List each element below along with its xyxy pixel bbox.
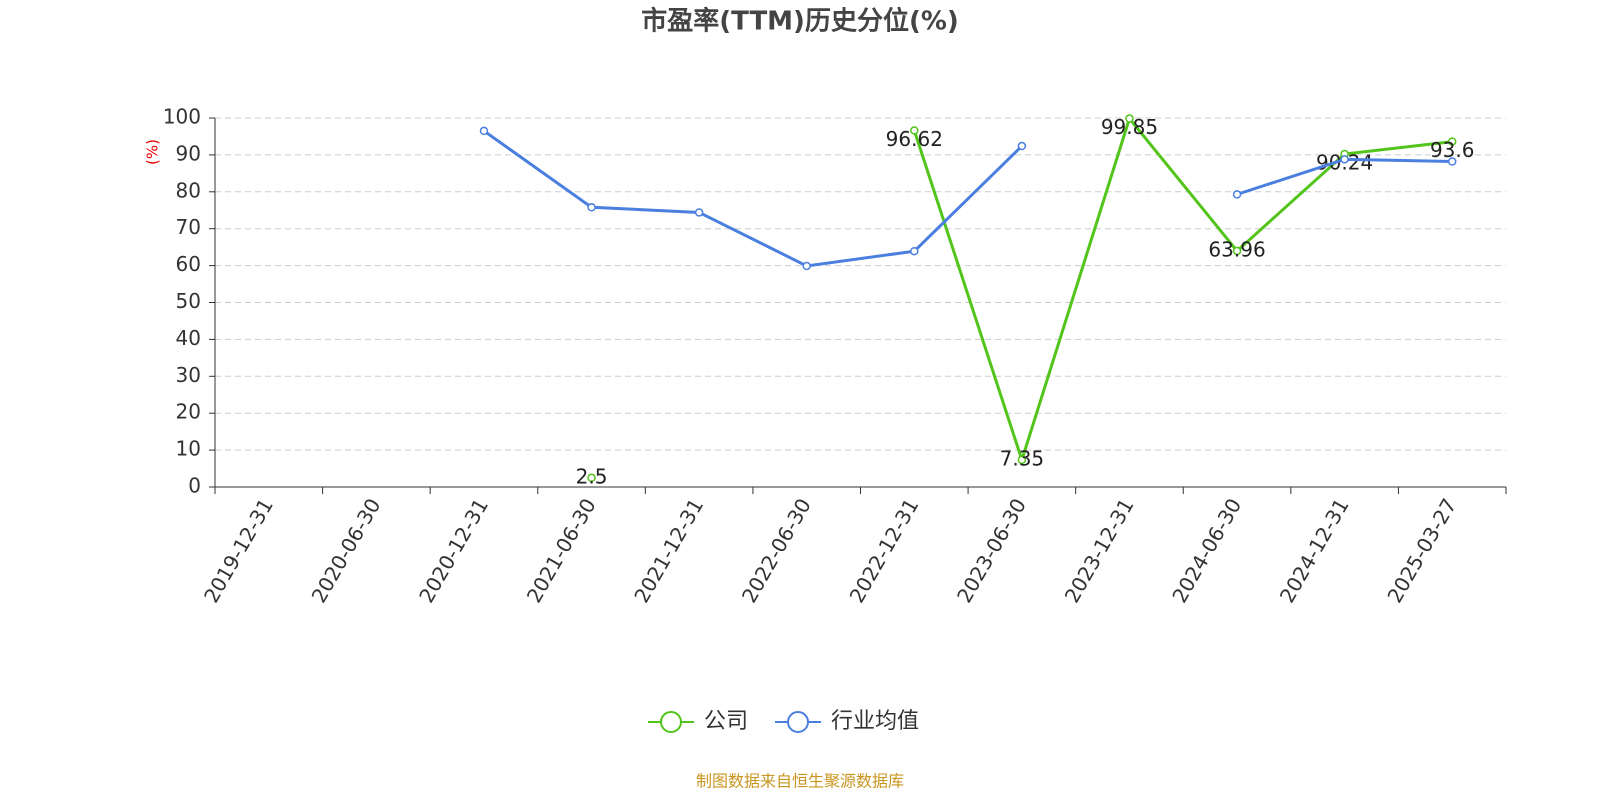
legend-label: 公司 xyxy=(704,709,748,734)
series-line xyxy=(483,129,1453,268)
x-tick-label: 2020-06-30 xyxy=(307,494,386,607)
point xyxy=(1447,137,1457,146)
point xyxy=(802,261,811,271)
point xyxy=(1340,155,1349,164)
data-label: 99.85 xyxy=(1101,115,1158,139)
x-tick-label: 2019-12-31 xyxy=(199,494,278,607)
series-line xyxy=(912,115,1453,465)
x-tick-label: 2022-06-30 xyxy=(737,494,816,607)
x-tick-label: 2022-12-31 xyxy=(844,494,923,607)
x-tick-label: 2025-03-27 xyxy=(1382,494,1461,607)
legend-label: 行业均值 xyxy=(831,709,919,734)
y-tick-label: 60 xyxy=(176,252,201,276)
data-label: 63.96 xyxy=(1208,237,1265,261)
y-tick-label: 80 xyxy=(176,178,201,202)
point xyxy=(587,203,596,212)
y-tick-label: 90 xyxy=(176,141,201,165)
x-tick-label: 2023-06-30 xyxy=(952,494,1031,607)
y-axis-label: (%) xyxy=(144,139,162,165)
point xyxy=(694,208,704,217)
y-tick-label: 30 xyxy=(176,363,201,387)
point xyxy=(1017,455,1027,465)
point xyxy=(587,473,596,483)
data-label: 7.35 xyxy=(1000,446,1045,470)
point xyxy=(1232,190,1242,199)
y-tick-label: 10 xyxy=(176,437,201,461)
data-label: 2.5 xyxy=(576,464,608,488)
y-tick-label: 50 xyxy=(176,289,201,313)
y-tick-label: 20 xyxy=(176,400,201,424)
point xyxy=(1232,246,1242,256)
x-tick-label: 2023-12-31 xyxy=(1060,494,1139,607)
y-tick-label: 70 xyxy=(176,215,201,239)
point xyxy=(1125,114,1134,123)
data-label: 96.62 xyxy=(886,127,943,151)
y-tick-label: 40 xyxy=(176,326,201,350)
point xyxy=(1017,141,1027,151)
legend-marker xyxy=(660,711,682,733)
y-tick-label: 0 xyxy=(188,474,201,498)
point xyxy=(910,246,919,256)
chart-title: 市盈率(TTM)历史分位(%) xyxy=(641,6,959,37)
point xyxy=(910,126,919,135)
x-tick-label: 2021-12-31 xyxy=(629,494,708,607)
y-tick-label: 100 xyxy=(163,105,201,129)
x-tick-label: 2020-12-31 xyxy=(414,494,493,607)
point xyxy=(1447,157,1457,166)
legend-marker xyxy=(787,711,809,733)
point xyxy=(479,126,489,136)
x-tick-label: 2021-06-30 xyxy=(522,494,601,607)
x-tick-label: 2024-12-31 xyxy=(1275,494,1354,607)
x-tick-label: 2024-06-30 xyxy=(1167,494,1246,607)
source: 制图数据来自恒生聚源数据库 xyxy=(696,772,904,791)
